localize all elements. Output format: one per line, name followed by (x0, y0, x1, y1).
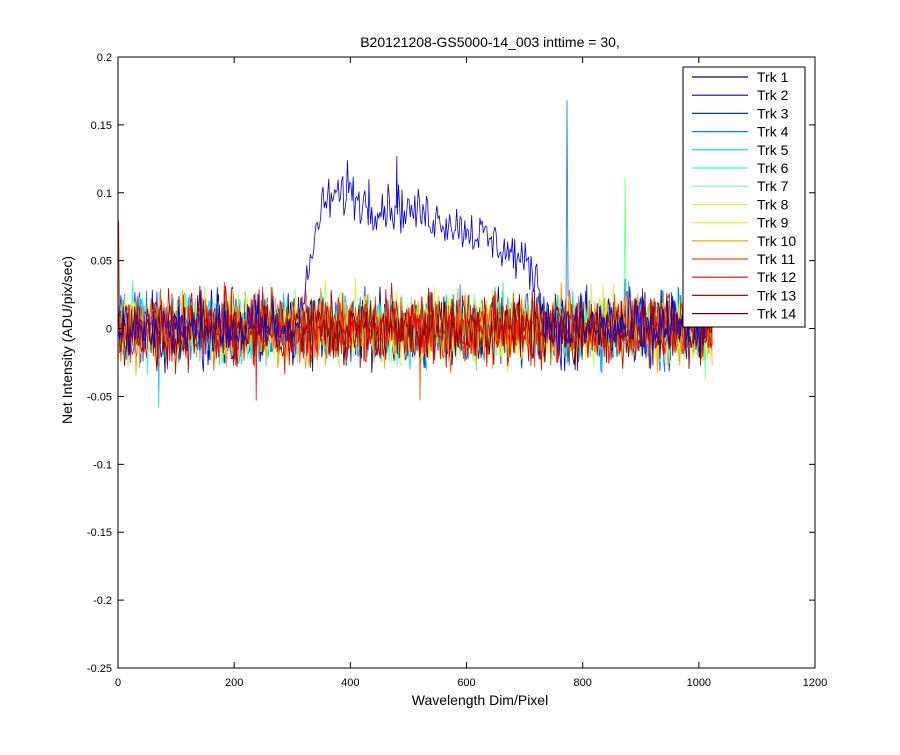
y-tick-label: 0.1 (97, 188, 112, 200)
legend-label: Trk 8 (757, 196, 789, 212)
y-tick-label: -0.2 (93, 595, 112, 607)
ticks-layer: 0 200 400 600 800 1000 1200 -0.25 -0.2 -0.15 -0.1 -… (87, 52, 827, 689)
legend-label: Trk 2 (757, 87, 789, 103)
x-tick-label: 1200 (803, 677, 827, 689)
legend-label: Trk 6 (757, 160, 789, 176)
x-tick-label: 400 (341, 677, 359, 689)
y-axis-label: Net Intensity (ADU/pix/sec) (59, 256, 75, 424)
y-tick-label: -0.1 (93, 459, 112, 471)
legend: Trk 1 Trk 2 Trk 3 Trk 4 Trk 5 Trk 6 Trk 7 Trk 8… (682, 66, 806, 328)
y-tick-label: 0 (106, 324, 112, 336)
legend-label: Trk 14 (757, 306, 796, 322)
y-tick-label: 0.2 (97, 52, 112, 64)
series-line-trk-2 (118, 156, 713, 372)
y-tick-label: -0.25 (87, 663, 112, 675)
legend-box (682, 66, 806, 328)
legend-label: Trk 7 (757, 178, 789, 194)
x-tick-label: 1000 (687, 677, 711, 689)
y-tick-label: -0.15 (87, 527, 112, 539)
y-tick-label: 0.05 (91, 256, 112, 268)
x-tick-label: 200 (225, 677, 243, 689)
x-tick-label: 0 (115, 677, 121, 689)
legend-label: Trk 13 (757, 287, 796, 303)
legend-label: Trk 11 (757, 251, 795, 267)
legend-label: Trk 10 (757, 233, 796, 249)
series-layer (118, 100, 713, 408)
legend-label: Trk 1 (757, 69, 789, 85)
legend-label: Trk 9 (757, 215, 789, 231)
legend-label: Trk 3 (757, 105, 789, 121)
x-axis-label: Wavelength Dim/Pixel (412, 692, 548, 708)
x-tick-label: 600 (457, 677, 475, 689)
x-tick-label: 800 (573, 677, 591, 689)
chart-title: B20121208-GS5000-14_003 inttime = 30, (360, 34, 620, 50)
legend-label: Trk 12 (757, 269, 796, 285)
legend-label: Trk 4 (757, 124, 789, 140)
y-tick-label: -0.05 (87, 391, 112, 403)
y-tick-label: 0.15 (91, 120, 112, 132)
legend-label: Trk 5 (757, 142, 789, 158)
